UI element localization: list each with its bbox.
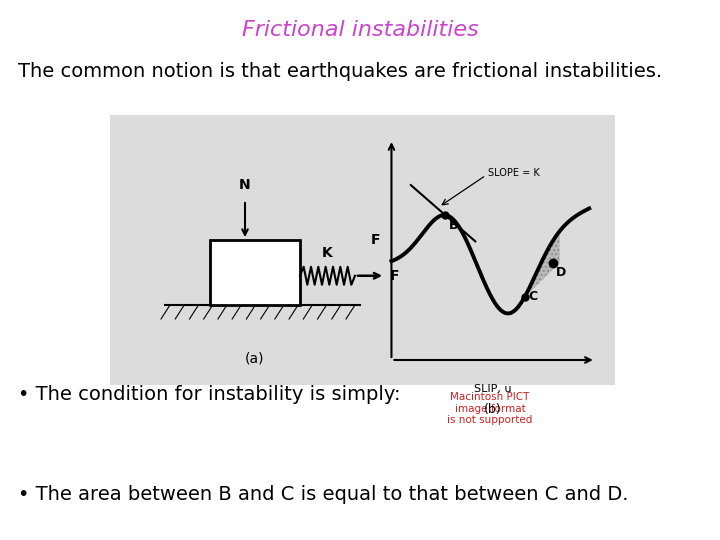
Text: (a): (a) [246,351,265,365]
Text: SLOPE = K: SLOPE = K [488,168,540,178]
Text: (b): (b) [484,403,501,416]
Text: • The area between B and C is equal to that between C and D.: • The area between B and C is equal to t… [18,485,629,504]
Text: K: K [322,246,333,260]
Text: F: F [390,269,400,283]
Text: The common notion is that earthquakes are frictional instabilities.: The common notion is that earthquakes ar… [18,62,662,81]
Text: Frictional instabilities: Frictional instabilities [242,20,478,40]
Text: • The condition for instability is simply:: • The condition for instability is simpl… [18,385,400,404]
Text: B: B [449,219,458,233]
Text: Macintosh PICT
image format
is not supported: Macintosh PICT image format is not suppo… [447,392,533,425]
Text: C: C [528,291,537,303]
Text: SLIP, u: SLIP, u [474,384,511,394]
Text: N: N [239,178,251,192]
Text: D: D [556,266,566,279]
Text: F: F [372,233,381,247]
Bar [110,115,615,385]
Bar [210,240,300,305]
